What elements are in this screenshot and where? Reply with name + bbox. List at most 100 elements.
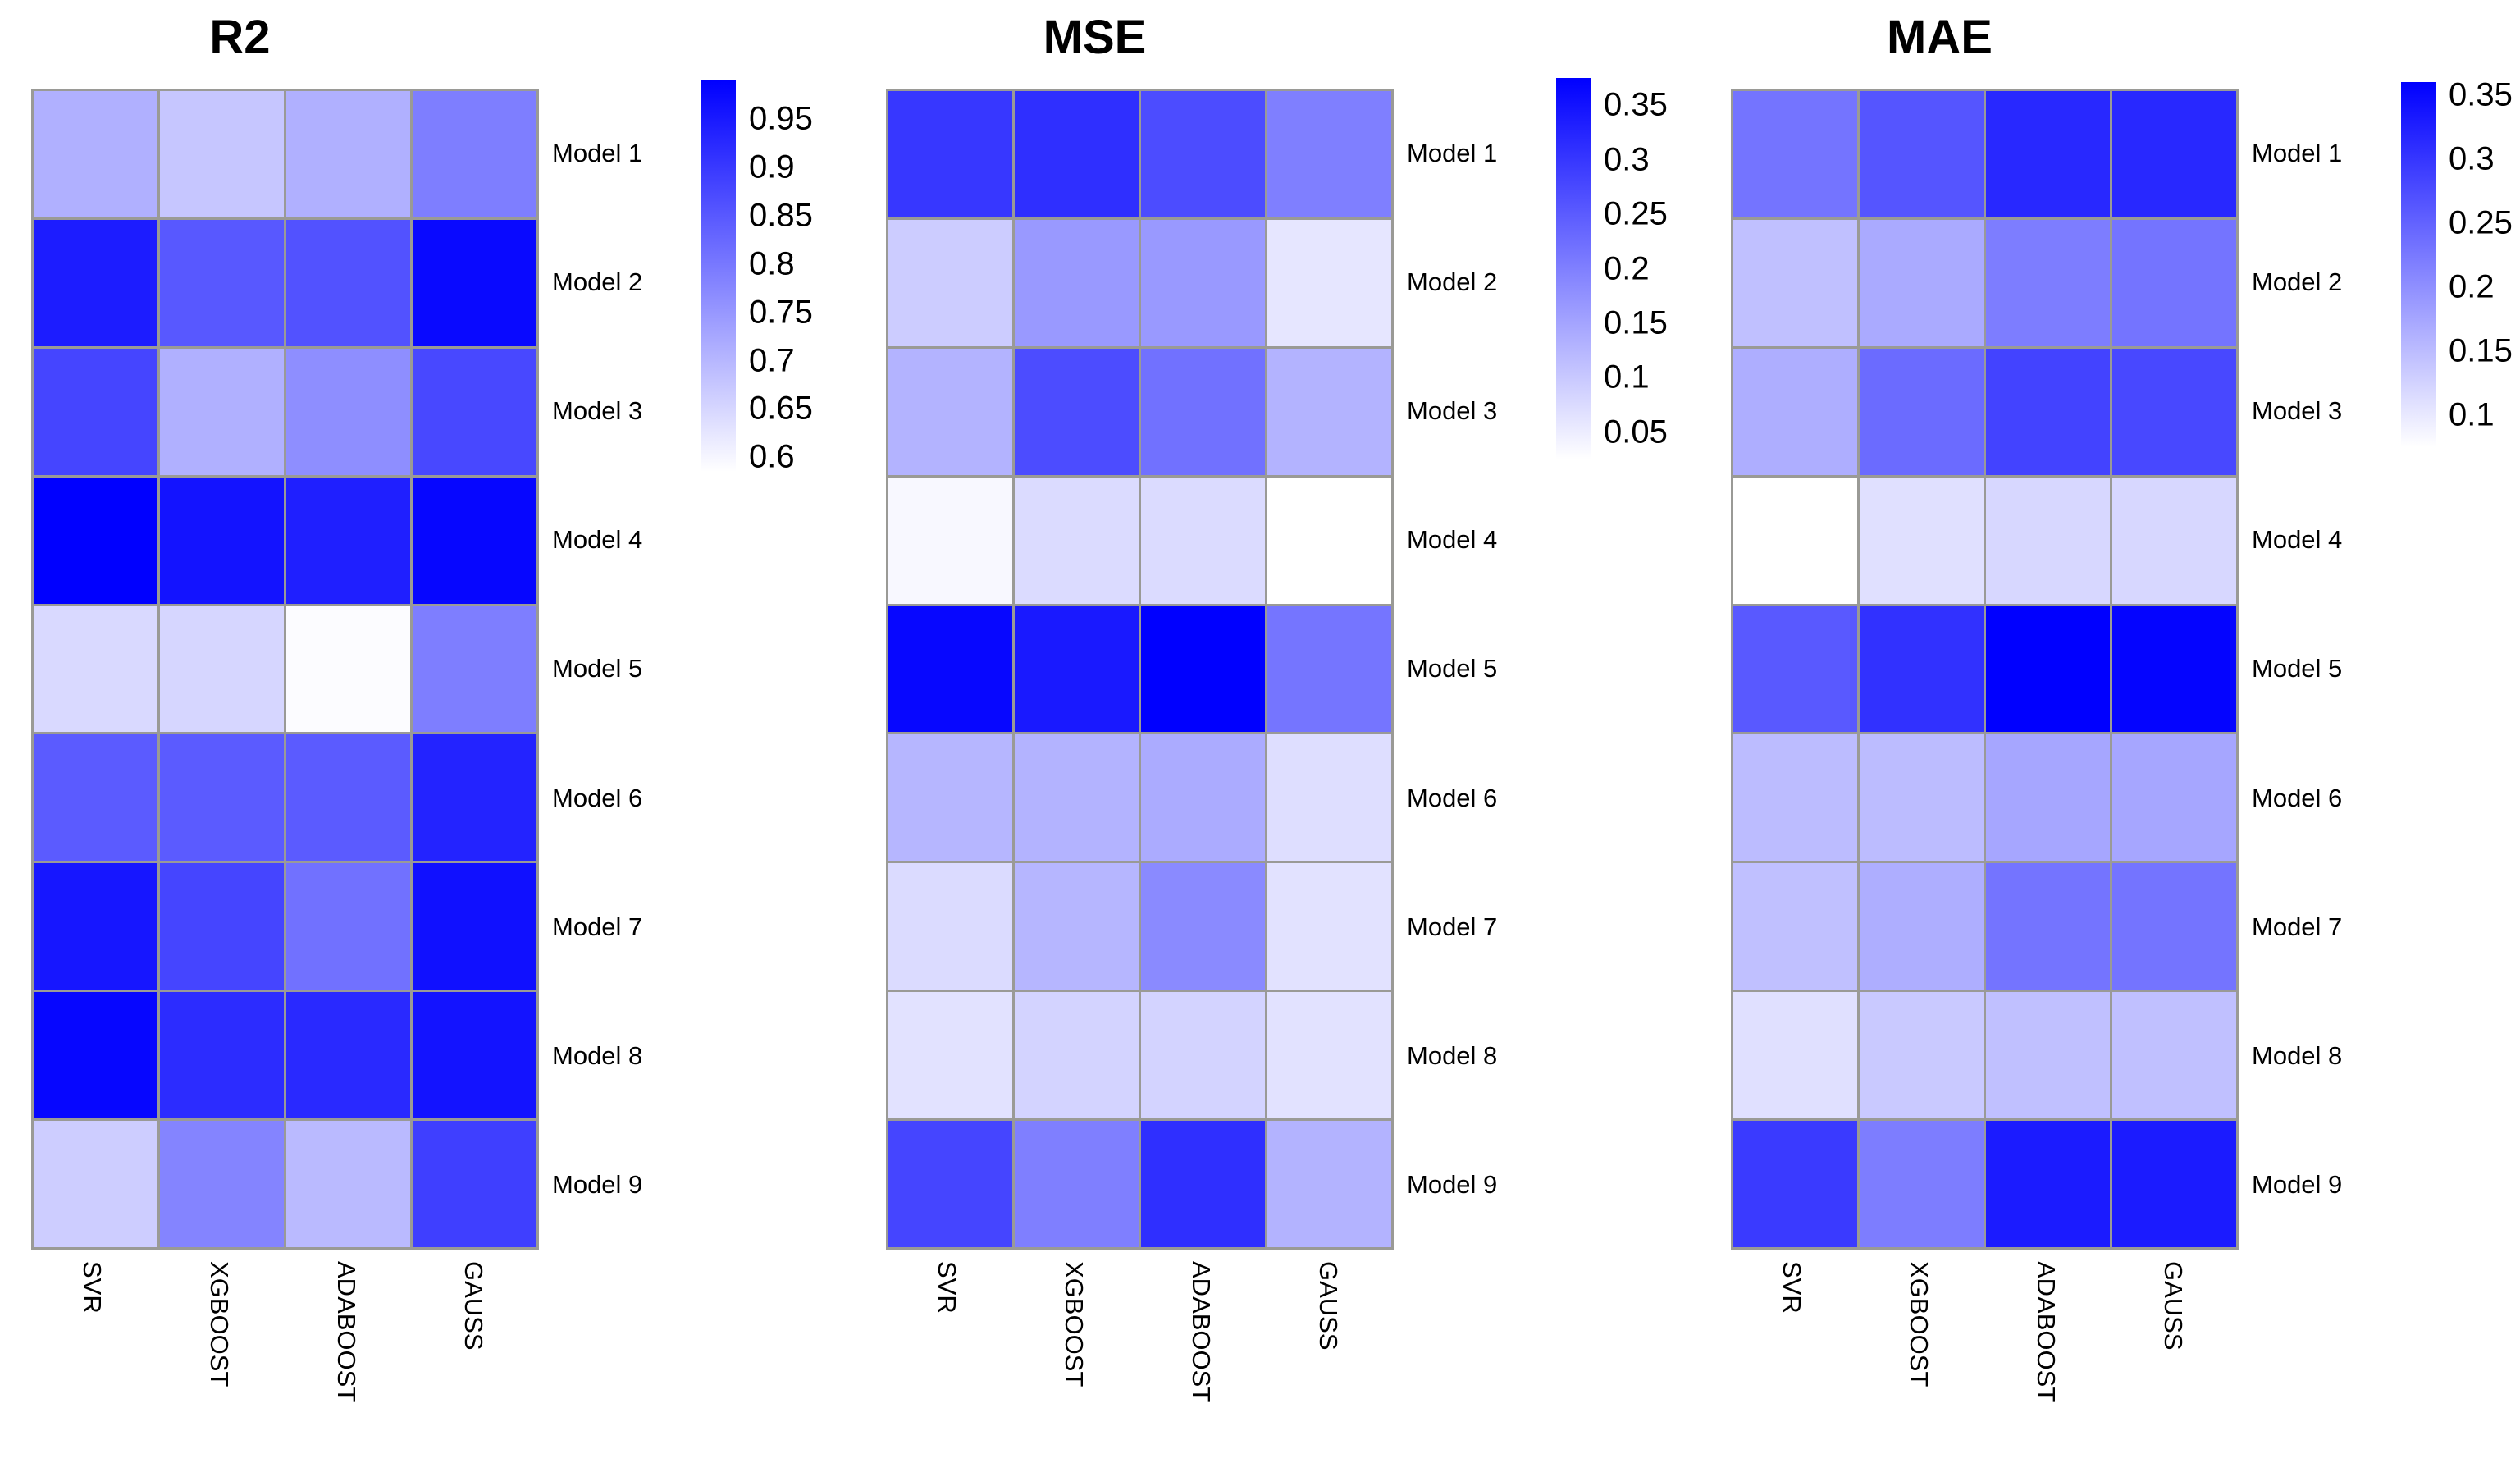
colorbar-tick-label: 0.8 bbox=[749, 245, 795, 282]
colorbar-tick-label: 0.25 bbox=[1604, 195, 1668, 232]
colorbar-tick-label: 0.85 bbox=[749, 197, 813, 234]
colorbar-tick-label: 0.7 bbox=[749, 342, 795, 379]
colorbar-tick-label: 0.35 bbox=[1604, 86, 1668, 123]
heatmap-cell bbox=[286, 219, 410, 346]
column-label: ADABOOST bbox=[1186, 1261, 1216, 1403]
colorbar-tick-label: 0.3 bbox=[1604, 141, 1650, 178]
heatmap-cell bbox=[1141, 734, 1265, 862]
heatmap-cell bbox=[413, 606, 536, 733]
heatmap-cell bbox=[1733, 219, 1857, 346]
heatmap-cell bbox=[1141, 606, 1265, 733]
column-label: SVR bbox=[1778, 1261, 1807, 1314]
heatmap-cell bbox=[34, 348, 158, 475]
heatmap-cell bbox=[1733, 477, 1857, 604]
heatmap-cell bbox=[1986, 863, 2110, 990]
row-label: Model 7 bbox=[552, 912, 643, 941]
heatmap-cell bbox=[2112, 992, 2236, 1119]
row-label: Model 1 bbox=[1407, 138, 1498, 167]
heatmap-cell bbox=[888, 863, 1012, 990]
heatmap-cell bbox=[2112, 348, 2236, 475]
heatmap-cell bbox=[888, 348, 1012, 475]
heatmap-cell bbox=[286, 606, 410, 733]
heatmap-cell bbox=[2112, 91, 2236, 217]
colorbar-tick-label: 0.3 bbox=[2449, 140, 2495, 177]
column-label: GAUSS bbox=[1313, 1261, 1343, 1351]
heatmap-cell bbox=[1860, 734, 1984, 862]
colorbar-tick-label: 0.25 bbox=[2449, 204, 2513, 241]
heatmap-cell bbox=[888, 1121, 1012, 1247]
colorbar-tick-label: 0.75 bbox=[749, 294, 813, 331]
heatmap-cell bbox=[286, 91, 410, 217]
heatmap-cell bbox=[413, 1121, 536, 1247]
heatmap-title-mae: MAE bbox=[1887, 11, 1993, 64]
heatmap-cell bbox=[888, 477, 1012, 604]
heatmap-cell bbox=[1860, 606, 1984, 733]
heatmap-cell bbox=[1733, 1121, 1857, 1247]
heatmap-cell bbox=[1141, 91, 1265, 217]
heatmap-cell bbox=[160, 91, 284, 217]
heatmap-cell bbox=[1733, 734, 1857, 862]
heatmap-cell bbox=[1015, 477, 1139, 604]
row-label: Model 6 bbox=[552, 783, 643, 812]
heatmap-cell bbox=[1860, 348, 1984, 475]
heatmap-cell bbox=[1015, 863, 1139, 990]
heatmap-cell bbox=[413, 219, 536, 346]
heatmap-cell bbox=[160, 734, 284, 862]
heatmap-cell bbox=[286, 348, 410, 475]
heatmap-cell bbox=[286, 734, 410, 862]
row-label: Model 3 bbox=[2252, 396, 2343, 426]
colorbar-tick-label: 0.15 bbox=[2449, 332, 2513, 369]
heatmap-cell bbox=[1733, 863, 1857, 990]
row-label: Model 7 bbox=[2252, 912, 2343, 941]
heatmap-cell bbox=[34, 992, 158, 1119]
column-label: XGBOOST bbox=[1905, 1261, 1934, 1387]
heatmap-cell bbox=[1267, 734, 1391, 862]
heatmap-cell bbox=[888, 91, 1012, 217]
heatmap-cell bbox=[413, 348, 536, 475]
row-label: Model 8 bbox=[552, 1041, 643, 1071]
heatmap-cell bbox=[2112, 1121, 2236, 1247]
column-label: XGBOOST bbox=[1060, 1261, 1089, 1387]
row-label: Model 8 bbox=[1407, 1041, 1498, 1071]
heatmap-cell bbox=[1860, 219, 1984, 346]
heatmap-cell bbox=[1267, 606, 1391, 733]
heatmap-cell bbox=[1733, 348, 1857, 475]
colorbar-tick-label: 0.2 bbox=[2449, 268, 2495, 305]
heatmap-cell bbox=[1860, 1121, 1984, 1247]
row-label: Model 9 bbox=[1407, 1170, 1498, 1200]
row-label: Model 1 bbox=[2252, 138, 2343, 167]
row-label: Model 8 bbox=[2252, 1041, 2343, 1071]
heatmap-cell bbox=[1141, 863, 1265, 990]
row-label: Model 2 bbox=[1407, 267, 1498, 296]
heatmap-grid-r2 bbox=[31, 89, 539, 1250]
heatmap-cell bbox=[1015, 1121, 1139, 1247]
column-label: ADABOOST bbox=[2031, 1261, 2061, 1403]
heatmap-cell bbox=[1267, 219, 1391, 346]
heatmap-cell bbox=[1267, 992, 1391, 1119]
heatmap-cell bbox=[34, 863, 158, 990]
heatmap-cell bbox=[160, 606, 284, 733]
row-label: Model 6 bbox=[2252, 783, 2343, 812]
heatmap-cell bbox=[2112, 734, 2236, 862]
heatmap-cell bbox=[1267, 477, 1391, 604]
heatmap-grid-mse bbox=[886, 89, 1394, 1250]
heatmap-cell bbox=[1015, 219, 1139, 346]
row-label: Model 6 bbox=[1407, 783, 1498, 812]
heatmap-cell bbox=[888, 606, 1012, 733]
heatmap-cell bbox=[1141, 1121, 1265, 1247]
heatmap-cell bbox=[1986, 477, 2110, 604]
row-label: Model 3 bbox=[1407, 396, 1498, 426]
heatmap-cell bbox=[413, 992, 536, 1119]
column-label: SVR bbox=[78, 1261, 107, 1314]
heatmap-cell bbox=[1860, 477, 1984, 604]
heatmap-cell bbox=[286, 477, 410, 604]
heatmap-cell bbox=[160, 863, 284, 990]
column-label: XGBOOST bbox=[205, 1261, 235, 1387]
colorbar-tick-label: 0.2 bbox=[1604, 250, 1650, 286]
heatmap-cell bbox=[160, 992, 284, 1119]
heatmap-grid-mae bbox=[1731, 89, 2239, 1250]
heatmap-cell bbox=[160, 1121, 284, 1247]
row-label: Model 7 bbox=[1407, 912, 1498, 941]
heatmap-cell bbox=[413, 734, 536, 862]
